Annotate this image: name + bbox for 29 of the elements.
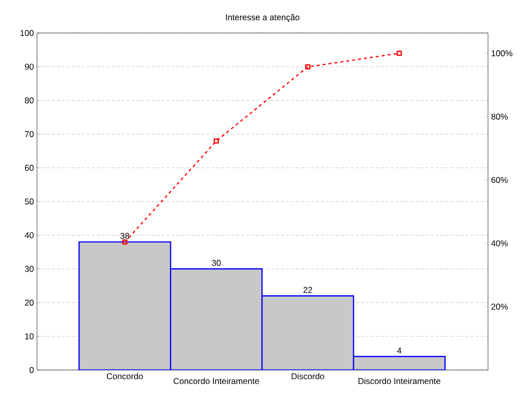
y2-tick-label: 60% (491, 176, 508, 183)
y-tick-label: 70 (24, 131, 34, 138)
data-label: 4 (397, 348, 402, 354)
y2-tick-label: 80% (491, 114, 508, 120)
x-tick-label: Discordo Inteiramente (358, 378, 440, 384)
y-tick-label: 10 (25, 333, 34, 340)
y-tick-label: 20 (24, 300, 34, 306)
x-tick-label: Discordo (292, 373, 324, 380)
y-tick-label: 30 (24, 266, 34, 272)
y2-tick-label: 20% (491, 304, 508, 310)
point (122, 239, 128, 245)
y-tick-label: 60 (24, 164, 34, 171)
y-tick-label: 40 (24, 232, 34, 238)
y-tick-label: 80 (24, 97, 34, 104)
point (305, 64, 310, 70)
x-tick-label: Concordo (106, 373, 143, 380)
y-tick-label: 90 (24, 64, 34, 70)
y2-tick-label: 100% (492, 50, 512, 56)
y2-tick-label: 40% (491, 240, 508, 246)
x-tick-label: Concordo Inteiramente (174, 378, 259, 384)
chart-title: Interesse a atenção (226, 14, 300, 22)
point (396, 50, 402, 56)
y-tick-label: 0 (30, 367, 34, 373)
point (214, 138, 219, 144)
data-label: 22 (304, 286, 312, 293)
y-tick-label: 50 (24, 198, 34, 204)
y-tick-label: 100 (20, 30, 34, 36)
data-label: 38 (120, 232, 130, 239)
data-label: 30 (212, 260, 221, 266)
